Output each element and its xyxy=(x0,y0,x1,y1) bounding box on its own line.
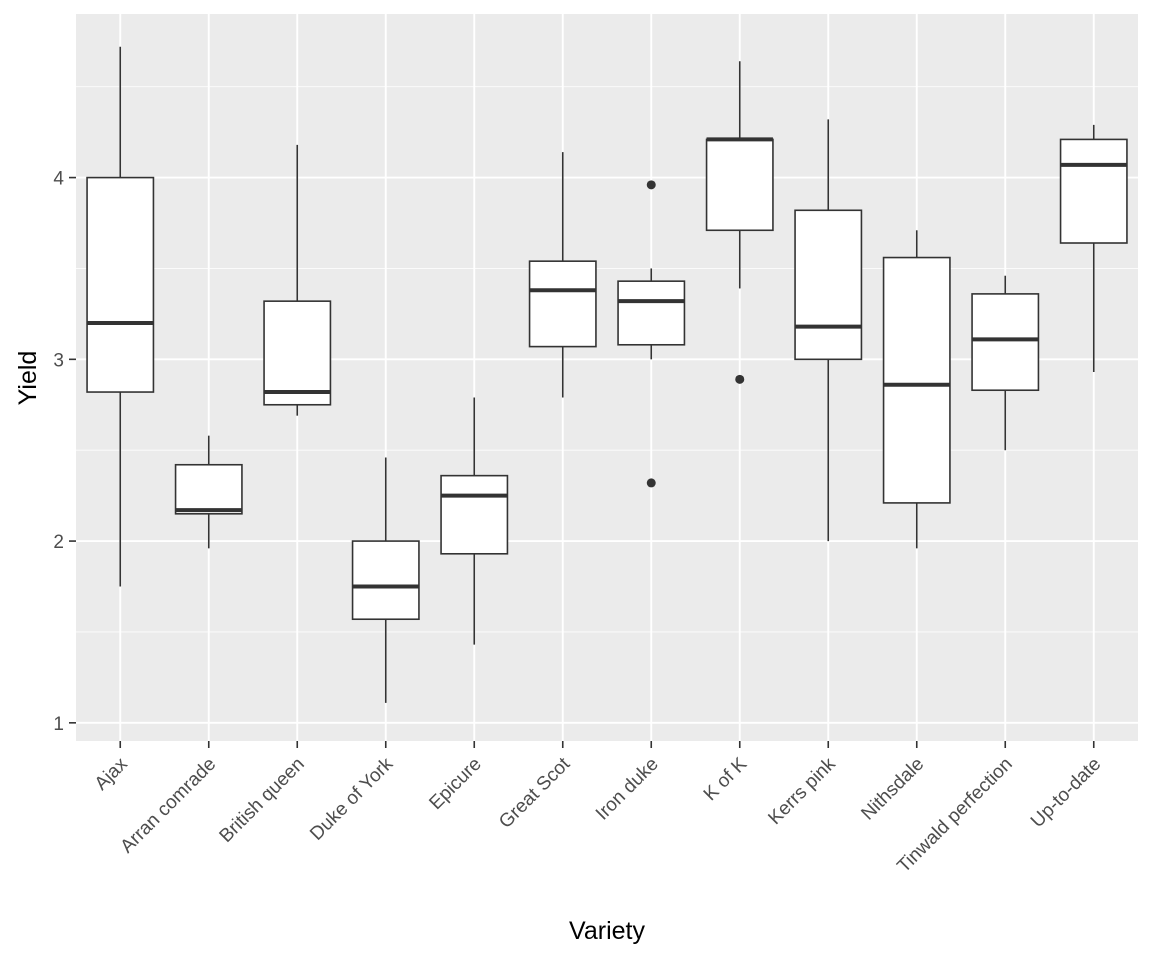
box-iqr xyxy=(174,463,243,515)
x-tick-label: Epicure xyxy=(425,754,485,814)
box-iqr xyxy=(1059,138,1128,244)
x-tick-label: British queen xyxy=(216,754,309,847)
x-tick-label: Ajax xyxy=(91,753,132,794)
x-tick-label: Duke of York xyxy=(306,753,397,844)
outlier-point xyxy=(646,478,656,488)
x-tick-label: Nithsdale xyxy=(857,754,928,825)
x-tick-label: K of K xyxy=(700,753,752,805)
box-iqr xyxy=(440,474,509,555)
x-axis-title: Variety xyxy=(569,917,645,945)
box-iqr xyxy=(705,138,774,232)
plot-panel xyxy=(76,14,1138,741)
box-iqr xyxy=(351,540,420,621)
outlier-point xyxy=(735,374,745,384)
y-tick-label: 4 xyxy=(53,169,64,190)
box-epicure xyxy=(440,397,509,645)
y-axis: 1 2 3 4 xyxy=(53,169,76,735)
box-up-to-date xyxy=(1059,124,1128,373)
y-axis-title: Yield xyxy=(14,351,42,406)
y-tick-label: 1 xyxy=(53,714,64,735)
box-duke-of-york xyxy=(351,457,420,703)
box-iqr xyxy=(528,260,597,348)
box-british-queen xyxy=(263,144,332,416)
outlier-point xyxy=(646,180,656,190)
box-iqr xyxy=(263,300,332,406)
x-tick-label: Arran comrade xyxy=(117,754,221,858)
box-arran-comrade xyxy=(174,435,243,549)
box-iqr xyxy=(86,176,155,393)
box-great-scot xyxy=(528,152,597,398)
box-tinwald-perfection xyxy=(971,275,1040,451)
box-ajax xyxy=(86,46,155,587)
minor-gridlines xyxy=(76,86,1138,633)
y-tick-label: 2 xyxy=(53,532,64,553)
box-iqr xyxy=(794,209,863,361)
box-iron-duke xyxy=(617,180,686,488)
box-kerrs-pink xyxy=(794,119,863,542)
x-tick-label: Great Scot xyxy=(495,753,575,833)
x-tick-label: Kerrs pink xyxy=(764,753,840,829)
box-nithsdale xyxy=(882,230,951,549)
y-tick-label: 3 xyxy=(53,350,64,371)
box-iqr xyxy=(971,293,1040,392)
box-iqr xyxy=(617,280,686,346)
box-iqr xyxy=(882,256,951,504)
x-tick-label: Iron duke xyxy=(592,754,663,825)
box-k-of-k xyxy=(705,61,774,384)
x-tick-label: Up-to-date xyxy=(1027,754,1105,832)
boxes-layer xyxy=(86,46,1128,703)
